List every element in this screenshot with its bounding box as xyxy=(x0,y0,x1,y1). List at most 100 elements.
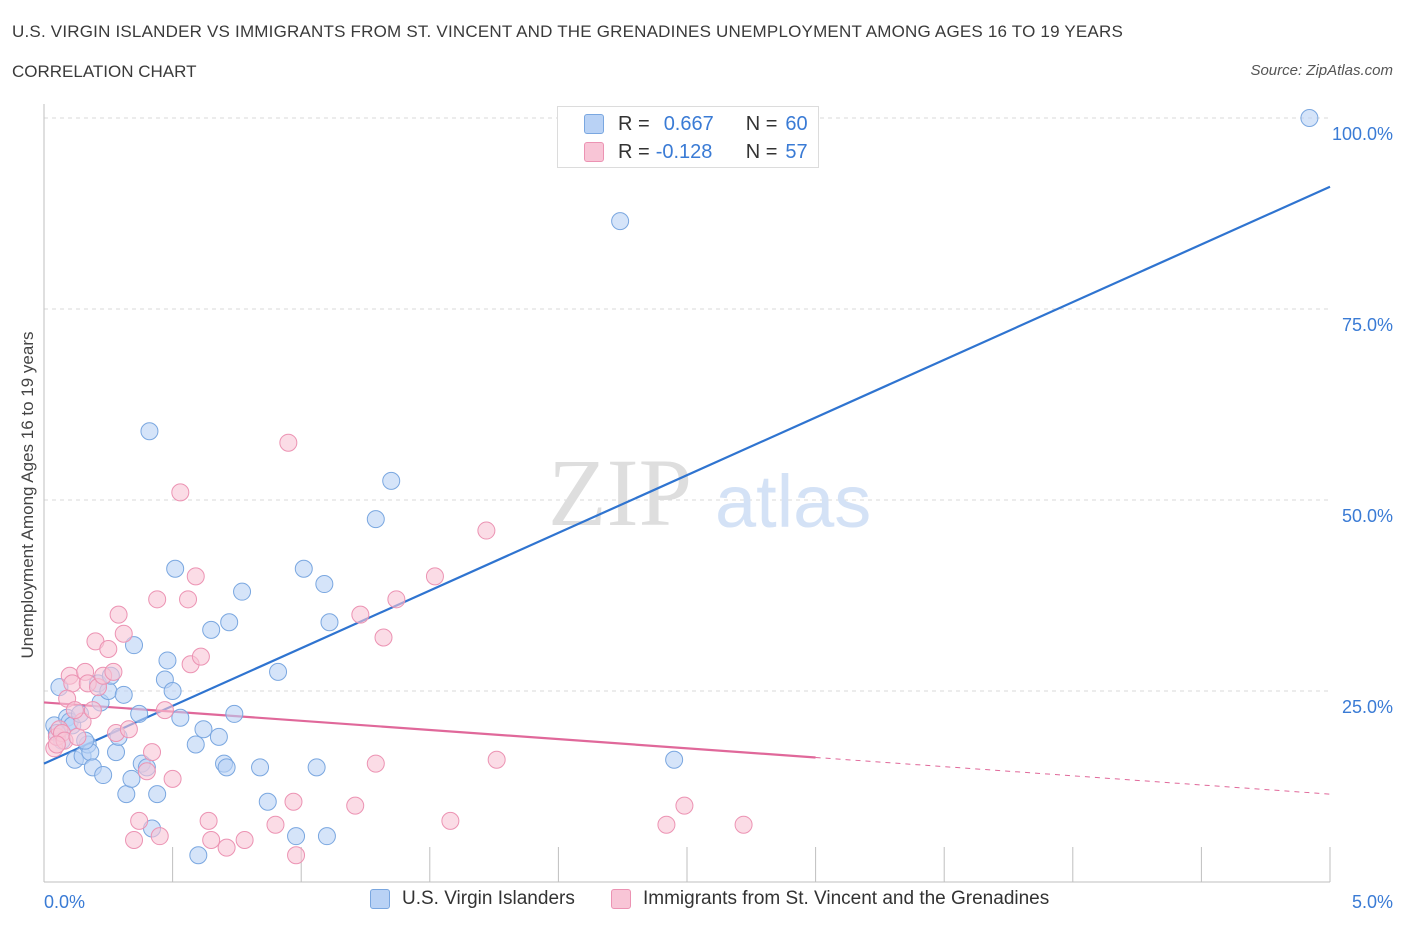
point-st-vincent xyxy=(202,830,221,849)
point-virgin-islanders xyxy=(1300,109,1319,127)
point-st-vincent xyxy=(266,815,285,834)
point-st-vincent xyxy=(284,792,303,811)
point-virgin-islanders xyxy=(130,704,149,723)
point-st-vincent xyxy=(104,662,123,681)
point-virgin-islanders xyxy=(366,510,385,529)
point-virgin-islanders xyxy=(122,769,141,788)
point-st-vincent xyxy=(179,590,198,609)
point-st-vincent xyxy=(109,605,128,624)
point-st-vincent xyxy=(148,590,167,609)
point-st-vincent xyxy=(171,483,190,502)
legend-label: U.S. Virgin Islanders xyxy=(402,888,575,909)
y-tick-label: 50.0% xyxy=(1342,506,1393,526)
point-virgin-islanders xyxy=(294,559,313,578)
legend-item-st-vincent: Immigrants from St. Vincent and the Gren… xyxy=(611,888,1049,910)
chart-title: U.S. VIRGIN ISLANDER VS IMMIGRANTS FROM … xyxy=(12,22,1123,41)
point-virgin-islanders xyxy=(217,758,236,777)
y-tick-label: 100.0% xyxy=(1332,124,1393,144)
point-virgin-islanders xyxy=(163,682,182,700)
gridlines xyxy=(44,117,1330,692)
chart-subtitle: CORRELATION CHART xyxy=(12,62,197,81)
point-virgin-islanders xyxy=(125,636,144,655)
point-virgin-islanders xyxy=(665,750,684,769)
trend-line xyxy=(43,185,1331,765)
r-value: -0.128 xyxy=(655,140,713,163)
point-virgin-islanders xyxy=(233,582,252,601)
r-value: 0.667 xyxy=(663,112,714,135)
n-value: 57 xyxy=(785,140,808,163)
point-virgin-islanders xyxy=(189,846,208,865)
point-st-vincent xyxy=(374,628,393,647)
point-virgin-islanders xyxy=(186,735,205,754)
point-st-vincent xyxy=(191,647,210,666)
point-virgin-islanders xyxy=(194,720,213,739)
correlation-legend: R = 0.667 N = 60 R = -0.128 N = 57 xyxy=(557,106,819,168)
point-st-vincent xyxy=(441,811,460,830)
series-legend: U.S. Virgin Islanders Immigrants from St… xyxy=(0,888,1406,918)
point-st-vincent xyxy=(65,701,84,720)
point-st-vincent xyxy=(119,720,138,739)
point-virgin-islanders xyxy=(611,212,630,231)
point-st-vincent xyxy=(425,567,444,586)
n-value: 60 xyxy=(785,112,808,135)
point-st-vincent xyxy=(675,796,694,815)
x-tick-label: 0.0% xyxy=(44,892,85,912)
point-virgin-islanders xyxy=(166,559,185,578)
point-virgin-islanders xyxy=(158,651,177,670)
point-st-vincent xyxy=(217,838,236,857)
y-tick-label: 75.0% xyxy=(1342,315,1393,335)
point-virgin-islanders xyxy=(287,827,306,846)
zipatlas-watermark: ZIP atlas xyxy=(548,439,871,546)
watermark-zip: ZIP xyxy=(548,439,692,546)
y-tick-label: 25.0% xyxy=(1342,697,1393,717)
point-virgin-islanders xyxy=(209,727,228,746)
point-virgin-islanders xyxy=(317,827,336,846)
point-virgin-islanders xyxy=(148,785,167,804)
legend-item-virgin-islanders: U.S. Virgin Islanders xyxy=(370,888,575,910)
point-virgin-islanders xyxy=(315,575,334,594)
point-virgin-islanders xyxy=(225,704,244,723)
point-st-vincent xyxy=(199,811,218,830)
data-points xyxy=(45,109,1319,865)
point-st-vincent xyxy=(351,605,370,624)
point-st-vincent xyxy=(287,846,306,865)
point-st-vincent xyxy=(477,521,496,540)
source-credit: Source: ZipAtlas.com xyxy=(1250,62,1393,79)
legend-swatch-pink xyxy=(611,889,631,909)
point-st-vincent xyxy=(186,567,205,586)
point-virgin-islanders xyxy=(140,422,159,441)
legend-swatch-blue xyxy=(370,889,390,909)
point-st-vincent xyxy=(137,762,156,781)
r-label: R = xyxy=(618,112,650,135)
point-st-vincent xyxy=(68,727,87,746)
point-st-vincent xyxy=(366,754,385,773)
point-st-vincent xyxy=(279,433,298,452)
point-st-vincent xyxy=(734,815,753,834)
point-st-vincent xyxy=(143,743,162,762)
point-st-vincent xyxy=(487,750,506,769)
point-st-vincent xyxy=(163,769,182,788)
trend-line-extension xyxy=(815,756,1331,795)
point-virgin-islanders xyxy=(94,766,113,785)
axes xyxy=(43,104,1331,883)
y-axis-label: Unemployment Among Ages 16 to 19 years xyxy=(18,332,37,659)
n-label: N = xyxy=(745,140,778,163)
point-virgin-islanders xyxy=(107,743,126,762)
point-st-vincent xyxy=(235,830,254,849)
point-st-vincent xyxy=(47,735,66,754)
watermark-atlas: atlas xyxy=(715,460,871,543)
point-virgin-islanders xyxy=(269,662,288,681)
point-virgin-islanders xyxy=(251,758,270,777)
point-st-vincent xyxy=(387,590,406,609)
tick-labels: 25.0% 50.0% 75.0% 100.0% 0.0% 5.0% xyxy=(44,124,1393,912)
point-virgin-islanders xyxy=(202,620,221,639)
point-st-vincent xyxy=(125,830,144,849)
point-st-vincent xyxy=(346,796,365,815)
point-virgin-islanders xyxy=(320,613,339,632)
point-virgin-islanders xyxy=(258,792,277,811)
legend-row-virgin-islanders: R = 0.667 N = 60 xyxy=(584,111,808,137)
point-virgin-islanders xyxy=(171,708,190,727)
legend-label: Immigrants from St. Vincent and the Gren… xyxy=(643,888,1050,909)
legend-swatch-pink xyxy=(584,142,604,162)
point-virgin-islanders xyxy=(220,613,239,632)
